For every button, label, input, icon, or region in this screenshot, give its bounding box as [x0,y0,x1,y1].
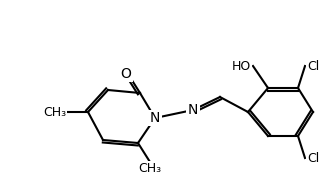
Text: N: N [150,111,160,125]
Text: HO: HO [232,60,251,73]
Text: CH₃: CH₃ [43,106,66,119]
Text: Cl: Cl [307,60,319,73]
Text: O: O [121,67,131,81]
Text: N: N [188,103,198,117]
Text: Cl: Cl [307,152,319,165]
Text: CH₃: CH₃ [139,162,162,175]
